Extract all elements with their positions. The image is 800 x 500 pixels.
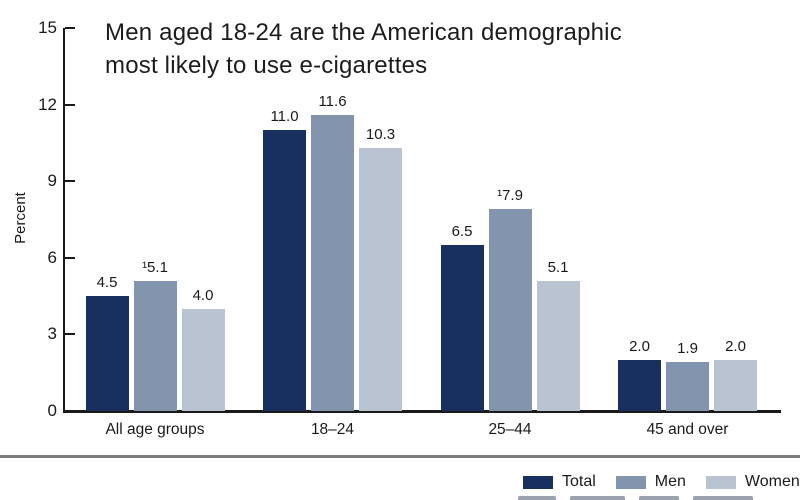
bar-total-0 [85,296,129,411]
bar-value-men-1: 11.6 [318,92,347,110]
bar-value-total-0: 4.5 [96,274,118,292]
bar-women-2 [536,280,580,411]
bar-value-total-2: 6.5 [451,223,473,241]
chart-title-line1: Men aged 18-24 are the American demograp… [105,19,622,46]
y-tick-9 [65,180,75,183]
bar-value-total-1: 11.0 [270,108,299,126]
bar-value-women-1: 10.3 [365,126,396,143]
legend-swatch-men [615,475,646,489]
bar-total-1 [263,130,306,411]
legend-label-women: Women [744,473,800,490]
x-axis-baseline [63,410,781,413]
bar-value-men-0: ¹5.1 [142,258,168,276]
x-category-label-2: 25–44 [488,421,532,438]
legend: Total Men Women [523,473,800,491]
bar-women-0 [181,308,225,411]
y-tick-label-3: 3 [47,324,57,344]
y-tick-6 [65,256,75,259]
bar-women-3 [714,359,757,411]
y-axis-line [63,28,65,413]
y-tick-12 [65,103,75,106]
bar-men-3 [666,362,709,411]
bar-men-1 [311,114,354,411]
bar-value-men-3: 1.9 [677,340,698,358]
legend-item-women: Women [705,473,800,491]
cropped-footnote-remnant [518,496,788,500]
y-tick-label-9: 9 [47,171,57,191]
legend-item-total: Total [523,473,596,491]
x-category-label-3: 45 and over [646,421,729,438]
bar-total-3 [618,359,661,411]
y-tick-label-15: 15 [38,18,57,37]
legend-item-men: Men [615,473,686,491]
bar-men-0 [133,280,177,411]
y-tick-0 [65,410,75,412]
y-tick-label-0: 0 [47,401,57,420]
legend-label-men: Men [654,473,686,490]
y-tick-label-12: 12 [38,94,57,114]
chart-title: Men aged 18-24 are the American demograp… [105,16,622,82]
bar-value-men-2: ¹7.9 [497,187,523,205]
bar-men-2 [488,209,532,411]
x-category-label-1: 18–24 [310,421,355,438]
y-tick-3 [65,333,75,336]
legend-swatch-women [705,475,736,489]
bar-value-women-3: 2.0 [725,337,746,355]
bar-value-women-0: 4.0 [192,286,214,304]
bar-value-total-3: 2.0 [629,337,650,355]
x-category-label-0: All age groups [105,421,205,438]
legend-swatch-total [523,475,553,489]
bar-women-1 [359,148,402,411]
chart-title-line2: most likely to use e-cigarettes [105,52,428,79]
y-tick-label-6: 6 [47,247,57,267]
legend-label-total: Total [562,473,596,490]
separator-line [0,455,800,458]
y-tick-15 [65,27,75,29]
bar-value-women-2: 5.1 [547,258,569,276]
bar-total-2 [440,245,484,411]
